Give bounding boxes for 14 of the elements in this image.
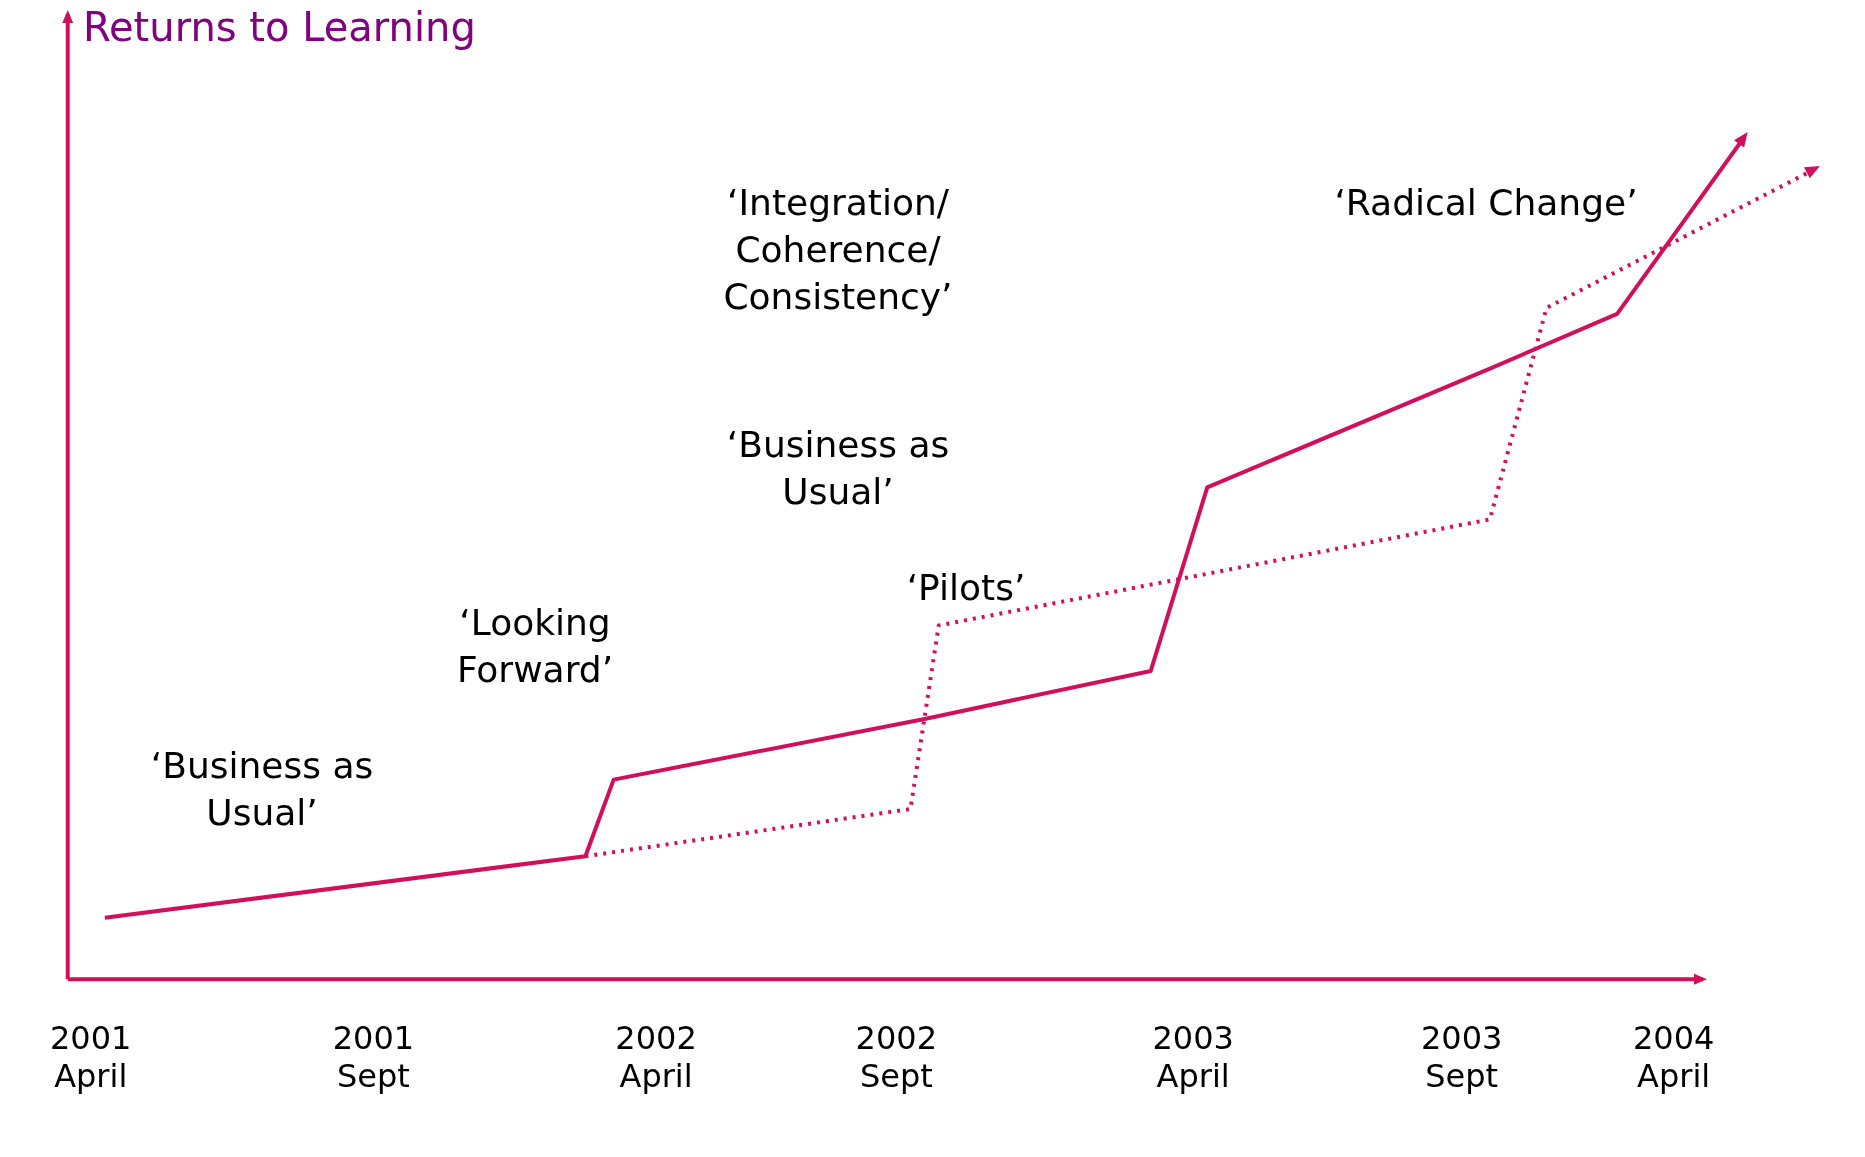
x-tick-label: 2002 Sept [855,1018,938,1096]
annotation: ‘Integration/ Coherence/ Consistency’ [722,181,954,319]
annotation: ‘Business as Usual’ [149,744,375,835]
x-tick-label: 2001 Sept [332,1018,415,1096]
x-tick-label: 2001 April [50,1018,132,1096]
annotation: ‘Radical Change’ [1333,181,1639,225]
annotation: ‘Business as Usual’ [725,423,951,514]
chart-title: Returns to Learning [83,4,476,50]
x-tick-label: 2003 Sept [1420,1018,1503,1096]
x-tick-label: 2004 April [1632,1018,1715,1096]
x-tick-label: 2003 April [1152,1018,1234,1096]
x-tick-label: 2002 April [615,1018,697,1096]
annotation: ‘Pilots’ [905,566,1027,610]
annotation: ‘Looking Forward’ [455,601,615,692]
